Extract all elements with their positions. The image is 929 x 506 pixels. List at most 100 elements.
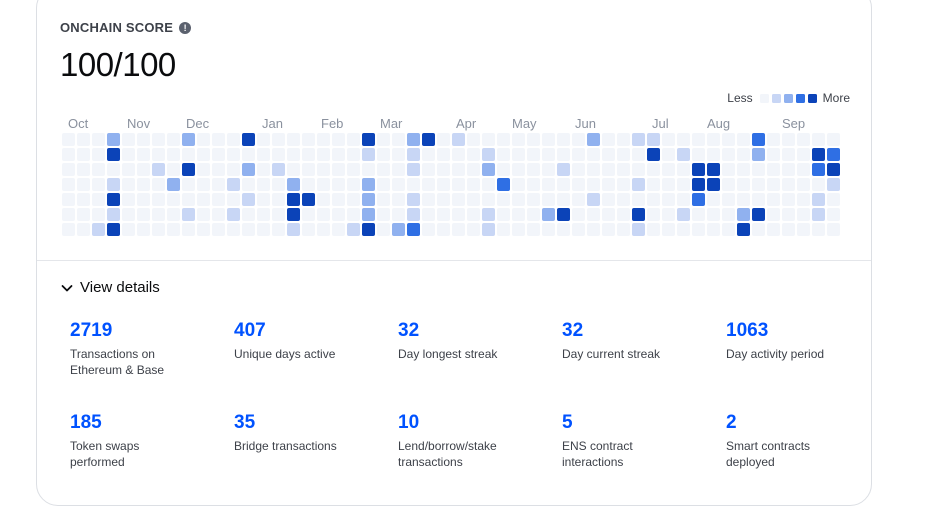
activity-cell[interactable]: [587, 163, 600, 176]
activity-cell[interactable]: [632, 133, 645, 146]
activity-cell[interactable]: [692, 208, 705, 221]
activity-cell[interactable]: [377, 133, 390, 146]
activity-cell[interactable]: [587, 133, 600, 146]
activity-cell[interactable]: [407, 193, 420, 206]
activity-cell[interactable]: [467, 163, 480, 176]
activity-cell[interactable]: [287, 208, 300, 221]
activity-cell[interactable]: [287, 133, 300, 146]
activity-cell[interactable]: [392, 133, 405, 146]
activity-cell[interactable]: [407, 133, 420, 146]
activity-cell[interactable]: [137, 223, 150, 236]
activity-cell[interactable]: [212, 178, 225, 191]
activity-cell[interactable]: [767, 193, 780, 206]
activity-cell[interactable]: [62, 178, 75, 191]
activity-cell[interactable]: [167, 208, 180, 221]
activity-cell[interactable]: [182, 208, 195, 221]
activity-cell[interactable]: [647, 163, 660, 176]
activity-cell[interactable]: [272, 148, 285, 161]
activity-cell[interactable]: [557, 178, 570, 191]
activity-cell[interactable]: [347, 163, 360, 176]
activity-cell[interactable]: [227, 208, 240, 221]
activity-cell[interactable]: [662, 193, 675, 206]
activity-cell[interactable]: [302, 163, 315, 176]
activity-cell[interactable]: [152, 178, 165, 191]
activity-cell[interactable]: [812, 148, 825, 161]
activity-cell[interactable]: [677, 223, 690, 236]
activity-cell[interactable]: [452, 223, 465, 236]
activity-cell[interactable]: [227, 178, 240, 191]
activity-cell[interactable]: [527, 148, 540, 161]
activity-cell[interactable]: [422, 133, 435, 146]
activity-cell[interactable]: [422, 163, 435, 176]
activity-cell[interactable]: [662, 148, 675, 161]
activity-cell[interactable]: [647, 223, 660, 236]
activity-cell[interactable]: [512, 223, 525, 236]
activity-cell[interactable]: [572, 208, 585, 221]
activity-cell[interactable]: [647, 133, 660, 146]
activity-cell[interactable]: [212, 208, 225, 221]
activity-cell[interactable]: [422, 148, 435, 161]
activity-cell[interactable]: [167, 163, 180, 176]
activity-cell[interactable]: [332, 148, 345, 161]
activity-cell[interactable]: [557, 223, 570, 236]
activity-cell[interactable]: [827, 133, 840, 146]
activity-cell[interactable]: [77, 178, 90, 191]
activity-cell[interactable]: [407, 223, 420, 236]
activity-cell[interactable]: [797, 133, 810, 146]
activity-cell[interactable]: [662, 223, 675, 236]
activity-cell[interactable]: [257, 208, 270, 221]
activity-cell[interactable]: [617, 178, 630, 191]
activity-cell[interactable]: [77, 163, 90, 176]
activity-cell[interactable]: [707, 223, 720, 236]
activity-cell[interactable]: [497, 163, 510, 176]
activity-cell[interactable]: [287, 148, 300, 161]
activity-cell[interactable]: [557, 208, 570, 221]
activity-cell[interactable]: [542, 223, 555, 236]
activity-cell[interactable]: [437, 178, 450, 191]
activity-cell[interactable]: [422, 208, 435, 221]
activity-cell[interactable]: [167, 178, 180, 191]
activity-cell[interactable]: [602, 193, 615, 206]
activity-cell[interactable]: [407, 178, 420, 191]
activity-cell[interactable]: [317, 148, 330, 161]
activity-cell[interactable]: [347, 148, 360, 161]
activity-cell[interactable]: [542, 163, 555, 176]
activity-cell[interactable]: [707, 148, 720, 161]
activity-cell[interactable]: [632, 163, 645, 176]
activity-cell[interactable]: [782, 163, 795, 176]
activity-cell[interactable]: [212, 148, 225, 161]
activity-cell[interactable]: [107, 133, 120, 146]
activity-cell[interactable]: [422, 223, 435, 236]
activity-cell[interactable]: [737, 133, 750, 146]
activity-cell[interactable]: [722, 133, 735, 146]
activity-cell[interactable]: [467, 223, 480, 236]
activity-cell[interactable]: [167, 133, 180, 146]
activity-cell[interactable]: [287, 178, 300, 191]
activity-cell[interactable]: [107, 148, 120, 161]
activity-cell[interactable]: [92, 148, 105, 161]
activity-cell[interactable]: [242, 223, 255, 236]
activity-cell[interactable]: [452, 193, 465, 206]
activity-cell[interactable]: [197, 178, 210, 191]
activity-cell[interactable]: [122, 223, 135, 236]
activity-cell[interactable]: [452, 133, 465, 146]
activity-cell[interactable]: [332, 133, 345, 146]
activity-cell[interactable]: [122, 133, 135, 146]
activity-cell[interactable]: [182, 193, 195, 206]
activity-cell[interactable]: [782, 178, 795, 191]
activity-cell[interactable]: [512, 163, 525, 176]
activity-cell[interactable]: [62, 193, 75, 206]
activity-cell[interactable]: [647, 208, 660, 221]
activity-cell[interactable]: [77, 208, 90, 221]
activity-cell[interactable]: [662, 163, 675, 176]
activity-cell[interactable]: [632, 178, 645, 191]
activity-cell[interactable]: [482, 193, 495, 206]
activity-cell[interactable]: [377, 148, 390, 161]
activity-cell[interactable]: [812, 223, 825, 236]
activity-cell[interactable]: [257, 223, 270, 236]
activity-cell[interactable]: [722, 163, 735, 176]
activity-cell[interactable]: [722, 178, 735, 191]
activity-cell[interactable]: [692, 148, 705, 161]
activity-cell[interactable]: [467, 148, 480, 161]
activity-cell[interactable]: [392, 208, 405, 221]
